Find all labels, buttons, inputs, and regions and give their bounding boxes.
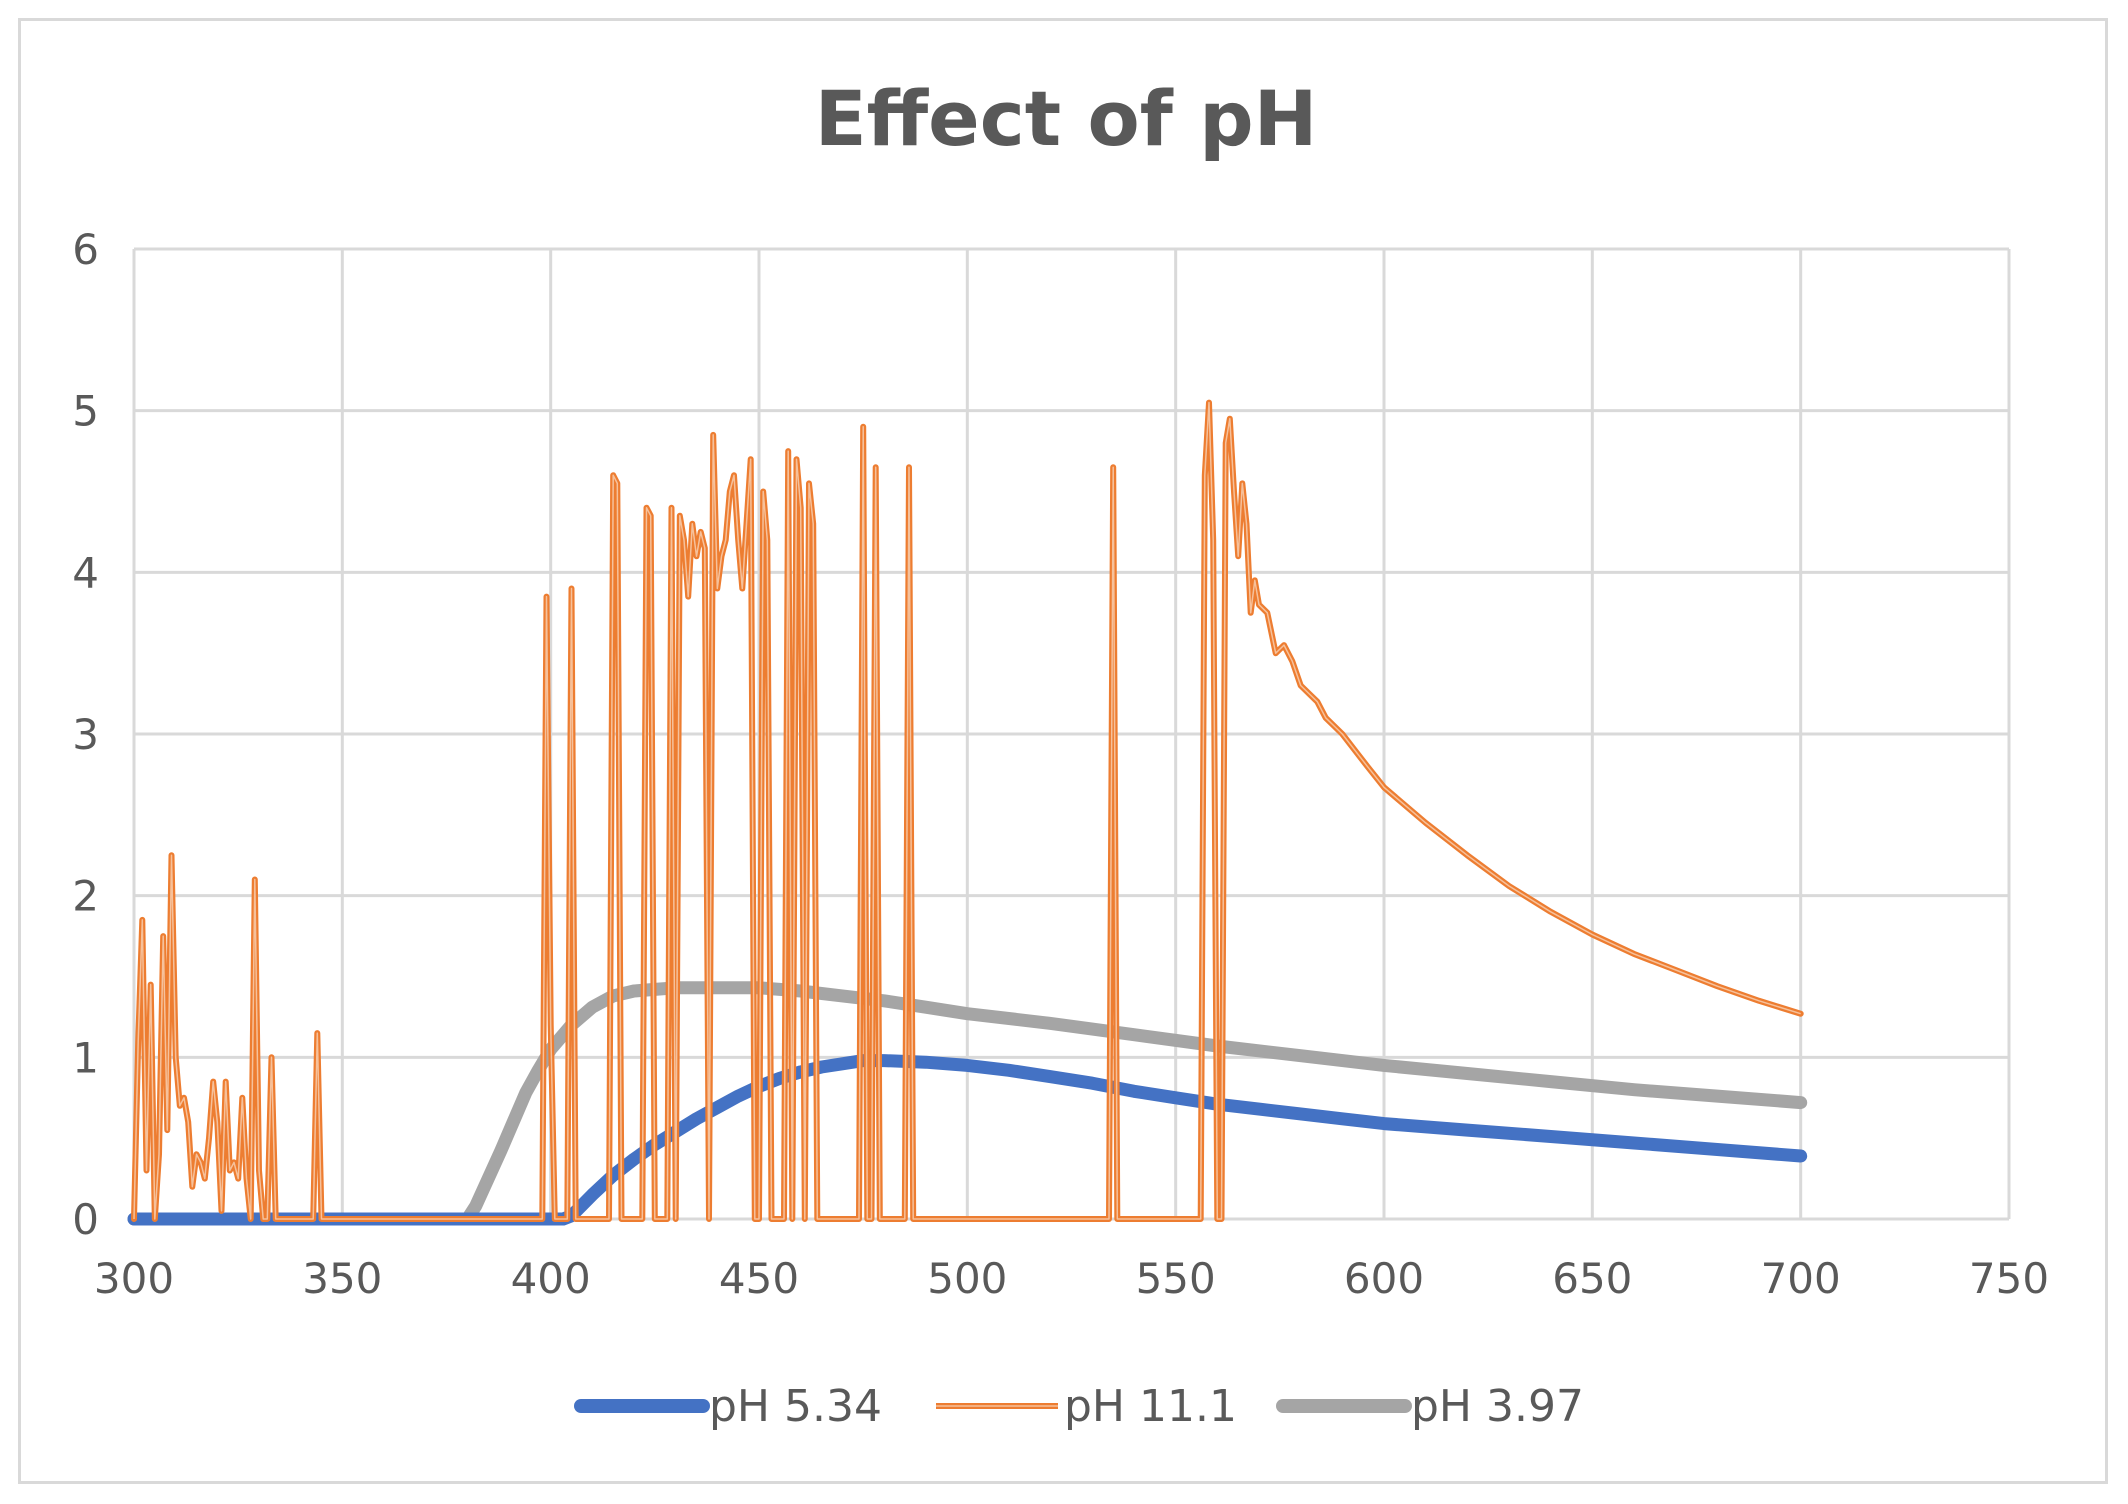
line-chart: Effect of pH 0 1 2 3 4 5 6 300 350 400 450 500 550 60… (72, 74, 2049, 1432)
x-tick-label: 500 (927, 1254, 1007, 1303)
x-tick-label: 300 (94, 1254, 174, 1303)
y-tick-label: 6 (72, 225, 99, 274)
legend-label: pH 5.34 (709, 1381, 882, 1432)
legend-label: pH 11.1 (1064, 1381, 1237, 1432)
chart-title: Effect of pH (815, 74, 1318, 163)
y-tick-label: 5 (72, 387, 99, 436)
legend-item: pH 5.34 (574, 1381, 882, 1432)
x-tick-label: 750 (1969, 1254, 2049, 1303)
x-tick-label: 450 (719, 1254, 799, 1303)
x-tick-label: 650 (1552, 1254, 1632, 1303)
series-line-ph-11-1 (133, 401, 1801, 1220)
chart-frame: Effect of pH 0 1 2 3 4 5 6 300 350 400 450 500 550 60… (18, 18, 2108, 1484)
legend-label: pH 3.97 (1411, 1381, 1584, 1432)
x-tick-label: 400 (511, 1254, 591, 1303)
y-tick-label: 1 (72, 1033, 99, 1082)
y-tick-label: 3 (72, 710, 99, 759)
y-tick-label: 4 (72, 548, 99, 597)
legend-item: pH 3.97 (1276, 1381, 1584, 1432)
x-tick-label: 550 (1136, 1254, 1216, 1303)
x-tick-label: 700 (1761, 1254, 1841, 1303)
y-tick-label: 0 (72, 1195, 99, 1244)
x-tick-label: 350 (302, 1254, 382, 1303)
x-tick-label: 600 (1344, 1254, 1424, 1303)
legend-item: pH 11.1 (936, 1381, 1237, 1432)
y-tick-label: 2 (72, 872, 99, 921)
